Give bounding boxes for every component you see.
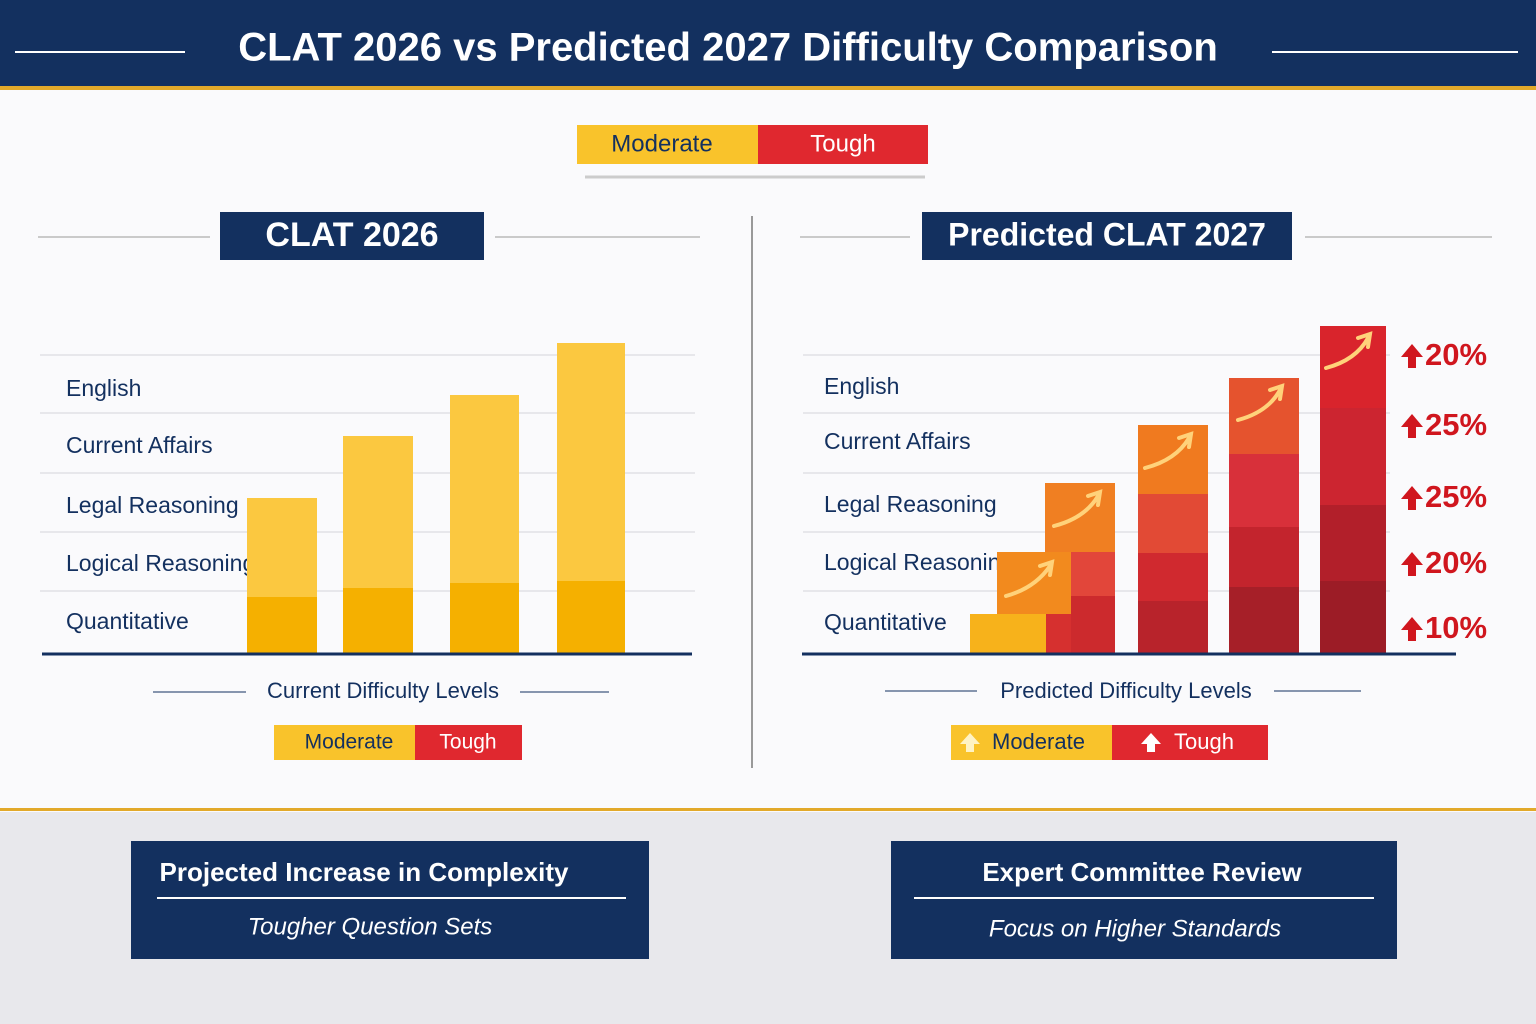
trend-arrow (1052, 489, 1103, 528)
bars (247, 343, 625, 654)
legend-swatch (274, 725, 415, 760)
panel-title: CLAT 2026 (265, 216, 438, 254)
bar-segment (1046, 614, 1071, 654)
bar-base (343, 588, 413, 654)
bar-segment (1320, 505, 1386, 581)
category-label: English (66, 375, 141, 401)
bar-segment (1320, 581, 1386, 654)
card-subtitle: Tougher Question Sets (248, 913, 493, 940)
bar-segment (970, 614, 1046, 654)
bar-segment (1138, 425, 1208, 494)
category-label: Logical Reasoning (66, 550, 255, 576)
up-arrow (1141, 733, 1161, 752)
bar-segment (1138, 494, 1208, 553)
category-label: English (824, 373, 899, 399)
increase-label: 20% (1425, 337, 1487, 372)
legend-label: Tough (1174, 729, 1234, 754)
category-label: Quantitative (66, 608, 189, 634)
up-arrow (1401, 552, 1423, 576)
legend-label: Tough (439, 731, 496, 754)
up-arrow (1401, 486, 1423, 510)
header-bar (0, 0, 1536, 86)
legend-swatch (577, 125, 758, 164)
increase-label: 25% (1425, 479, 1487, 514)
category-label: Current Affairs (66, 432, 213, 458)
trend-arrow (1324, 331, 1373, 370)
legend-label: Tough (810, 130, 875, 157)
increase-label: 25% (1425, 407, 1487, 442)
category-label: Quantitative (824, 609, 947, 635)
legend-label: Moderate (305, 731, 394, 754)
increase-label: 10% (1425, 610, 1487, 645)
up-arrow (960, 733, 980, 752)
card-subtitle: Focus on Higher Standards (989, 915, 1281, 942)
caption: Current Difficulty Levels (267, 678, 499, 703)
trend-arrows (1004, 331, 1373, 598)
legend-swatch (415, 725, 522, 760)
bar-base (450, 583, 519, 654)
trend-arrow (1143, 431, 1194, 470)
increase-arrows (1401, 344, 1423, 641)
category-label: Current Affairs (824, 428, 971, 454)
category-label: Legal Reasoning (66, 492, 239, 518)
trend-arrow (1004, 559, 1055, 598)
bar-base (557, 581, 625, 654)
up-arrow (1401, 617, 1423, 641)
legend-label: Moderate (992, 729, 1085, 754)
header-accent (0, 86, 1536, 90)
bar-segment (1138, 601, 1208, 654)
panel-title: Predicted CLAT 2027 (948, 216, 1266, 252)
legend-label: Moderate (611, 130, 712, 157)
bar-segment (1071, 596, 1115, 654)
card-title: Projected Increase in Complexity (160, 857, 569, 887)
card-title: Expert Committee Review (982, 857, 1302, 887)
panel-title-box (220, 212, 484, 260)
category-label: Legal Reasoning (824, 491, 997, 517)
bar-base (247, 597, 317, 654)
bar-segment (1320, 408, 1386, 505)
card (891, 841, 1397, 959)
up-arrow (1401, 344, 1423, 368)
bar-segment (1229, 527, 1299, 587)
bar-segment (1229, 587, 1299, 654)
bar-segment (1071, 552, 1115, 596)
caption: Predicted Difficulty Levels (1000, 678, 1252, 703)
card (131, 841, 649, 959)
bar-segment (1229, 454, 1299, 527)
legend-swatch (758, 125, 928, 164)
bar-segment (1138, 553, 1208, 601)
bar-segment (1229, 378, 1299, 454)
up-arrow (1401, 414, 1423, 438)
footer-accent (0, 808, 1536, 811)
staircase-bars (970, 326, 1386, 654)
page-title: CLAT 2026 vs Predicted 2027 Difficulty C… (238, 26, 1218, 70)
increase-label: 20% (1425, 545, 1487, 580)
panel-title-box (922, 212, 1292, 260)
legend-swatch (1112, 725, 1268, 760)
category-label: Logical Reasoning (824, 549, 1013, 575)
trend-arrow (1236, 383, 1285, 422)
bar-segment (1045, 483, 1115, 552)
